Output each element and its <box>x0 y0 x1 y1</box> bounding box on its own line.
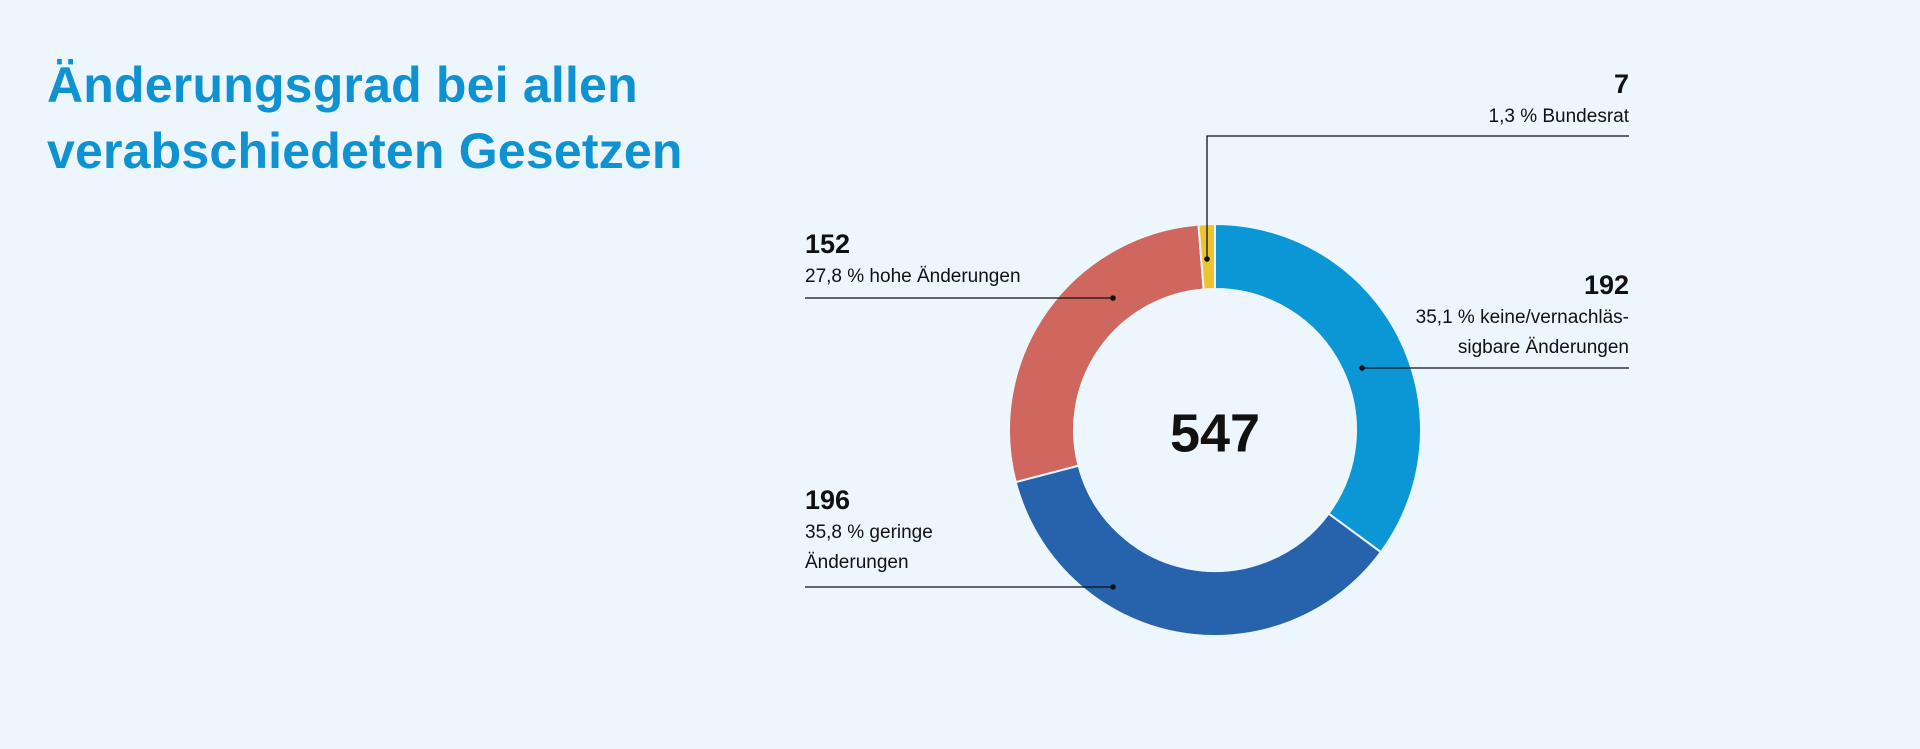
total-value: 547 <box>1170 403 1260 463</box>
label-keine: 192 35,1 % keine/vernachläs­sigbare Ände… <box>1389 269 1629 363</box>
leader-dot-bundesrat <box>1204 256 1210 262</box>
page-title: Änderungsgrad bei allen verabschiedeten … <box>47 57 683 179</box>
label-keine-number: 192 <box>1583 270 1629 300</box>
leader-dot-geringe <box>1110 584 1116 590</box>
leader-dot-hohe <box>1110 295 1116 301</box>
label-hohe: 152 27,8 % hohe Änderungen <box>805 228 1021 292</box>
slice-keine <box>1214 222 1422 554</box>
label-geringe-text: 35,8 % geringe Änderungen <box>805 522 933 573</box>
label-geringe-number: 196 <box>805 485 851 515</box>
label-bundesrat-text: 1,3 % Bundesrat <box>1488 106 1629 127</box>
label-hohe-text: 27,8 % hohe Änderungen <box>805 266 1021 287</box>
label-bundesrat-number: 7 <box>1613 69 1629 99</box>
leader-dot-keine <box>1359 365 1365 371</box>
label-hohe-number: 152 <box>805 229 851 259</box>
leader-line-bundesrat <box>1206 135 1629 259</box>
slice-hohe <box>1008 223 1205 484</box>
label-bundesrat: 7 1,3 % Bundesrat <box>1489 68 1629 132</box>
label-geringe: 196 35,8 % geringe Änderungen <box>805 484 1005 578</box>
label-keine-text: 35,1 % keine/vernachläs­sigbare Änderung… <box>1415 307 1629 358</box>
slice-geringe <box>1014 464 1383 637</box>
